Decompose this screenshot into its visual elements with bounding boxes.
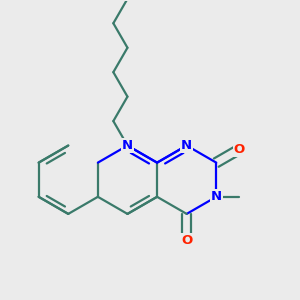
Text: N: N (181, 139, 192, 152)
Text: N: N (122, 139, 133, 152)
Text: O: O (234, 143, 245, 156)
Text: N: N (211, 190, 222, 203)
Text: O: O (181, 234, 192, 247)
